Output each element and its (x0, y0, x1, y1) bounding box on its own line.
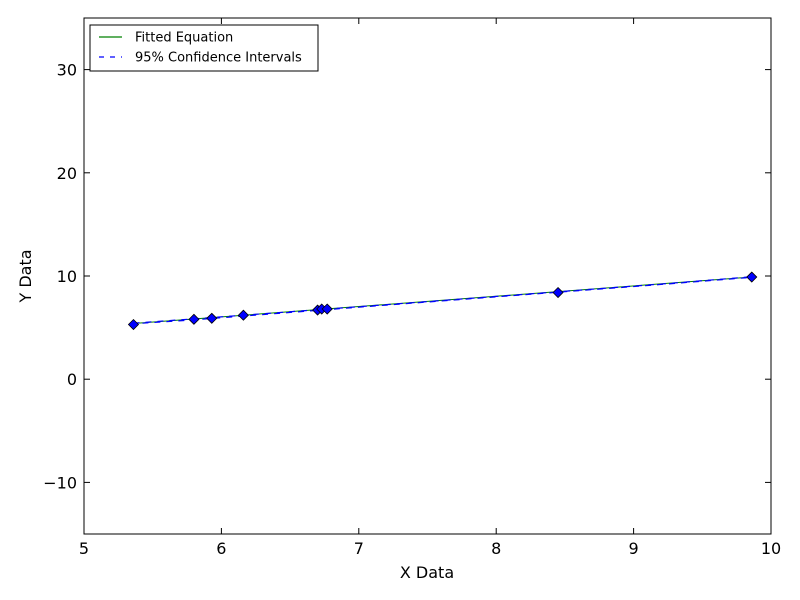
y-tick-label: 20 (57, 164, 77, 183)
x-tick-label: 5 (79, 539, 89, 558)
data-point (552, 286, 564, 299)
legend: Fitted Equation 95% Confidence Intervals (89, 24, 319, 72)
legend-box (89, 24, 319, 72)
confidence-lower-line (133, 276, 752, 325)
x-tick-label: 9 (629, 539, 639, 558)
plot-area (127, 271, 758, 331)
data-point (206, 312, 218, 324)
legend-label: 95% Confidence Intervals (135, 51, 302, 66)
data-point (188, 313, 200, 325)
plot-content (127, 271, 758, 331)
x-axis-title: X Data (400, 563, 454, 582)
y-tick-label: 0 (67, 370, 77, 389)
y-tick-label: 10 (57, 267, 77, 286)
data-point (127, 318, 140, 331)
legend-label: Fitted Equation (135, 31, 233, 46)
x-tick-label: 10 (761, 539, 781, 558)
x-tick-label: 6 (216, 539, 226, 558)
y-tick-label: −10 (43, 473, 77, 492)
data-point (746, 271, 758, 283)
x-tick-label: 8 (491, 539, 501, 558)
x-tick-label: 7 (354, 539, 364, 558)
data-point (237, 309, 249, 321)
data-point (321, 303, 333, 315)
y-tick-label: 30 (57, 61, 77, 80)
axes: 5 6 7 8 9 10 −10 0 10 20 30 (43, 17, 781, 558)
y-axis-title: Y Data (16, 249, 35, 303)
